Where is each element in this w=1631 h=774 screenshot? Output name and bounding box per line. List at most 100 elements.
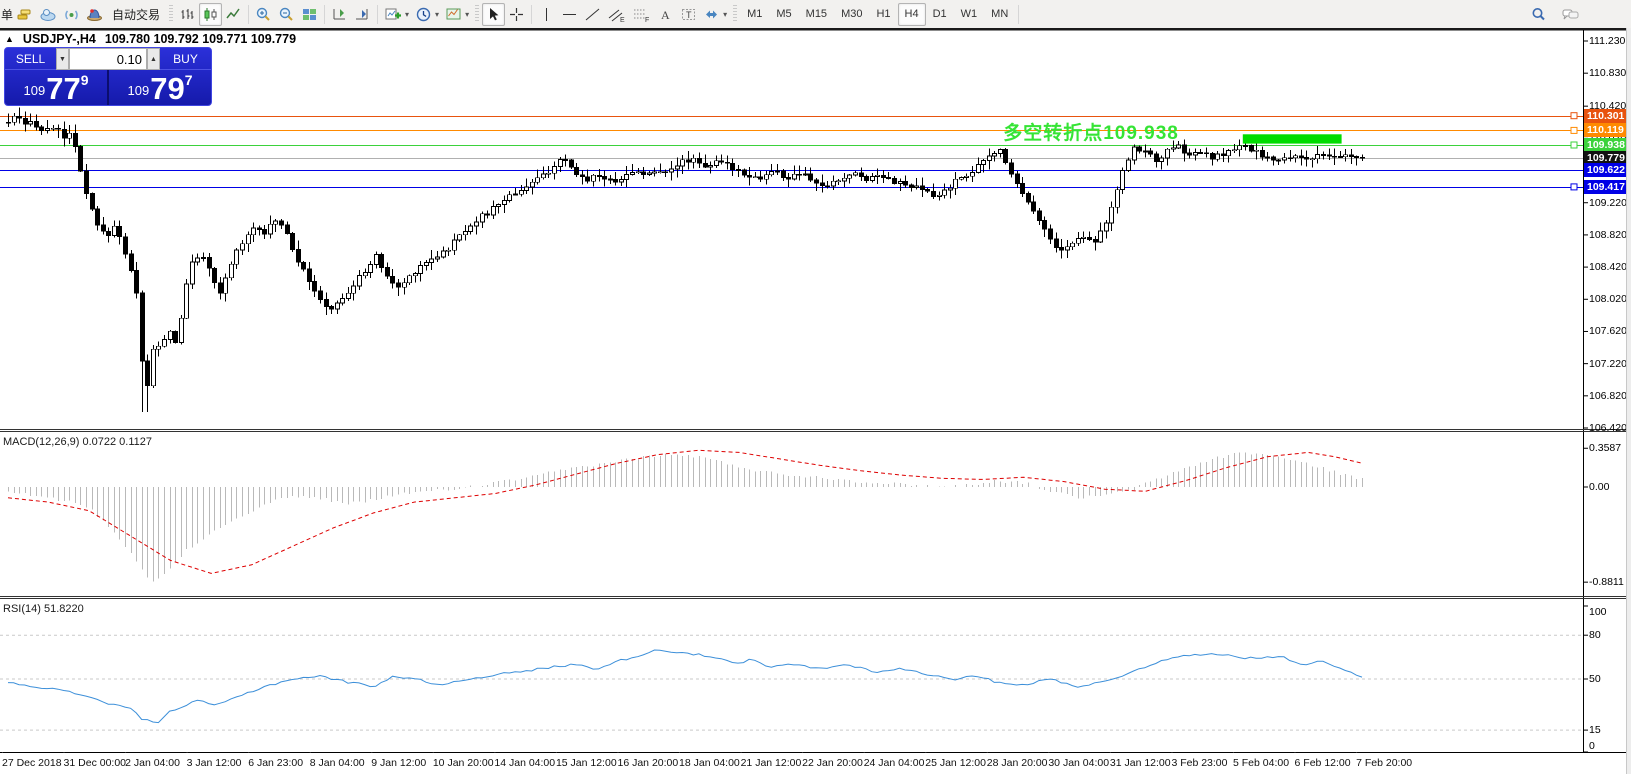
trendline-tool[interactable] [581,3,604,26]
rsi-axis-tick: 15 [1589,724,1601,737]
line-handle[interactable] [1570,112,1578,120]
zoom-in-button[interactable] [252,3,275,26]
templates-dropdown-button[interactable]: ▾ [442,3,472,26]
timeframe-m1[interactable]: M1 [740,3,769,26]
volume-increase-button[interactable]: ▲ [147,48,160,70]
new-order-button[interactable]: 单 [1,7,14,22]
price-tag-109.938: 109.938 [1584,137,1628,152]
price-level-tags: 110.301 110.119 109.938 109.779 109.622 109.4… [1584,0,1628,774]
time-axis-label: 3 Jan 12:00 [186,757,242,769]
quote-header: ▲ USDJPY-,H4 109.780 109.792 109.771 109… [5,32,296,46]
tile-windows-icon[interactable] [298,3,321,26]
highlight-rectangle[interactable] [1242,134,1342,144]
chevron-down-icon: ▾ [465,9,470,19]
toolbar-separator [377,4,379,24]
price-axis-tick: 110.830 [1589,67,1627,80]
toolbar-handle [475,5,480,23]
toolbar-separator [1018,4,1020,24]
line-handle[interactable] [1570,183,1578,191]
timeframe-d1[interactable]: D1 [926,3,954,26]
time-axis-label: 22 Jan 20:00 [802,757,863,769]
time-axis[interactable]: 27 Dec 2018 31 Dec 00:00 2 Jan 04:00 3 Jan … [0,753,1631,774]
rsi-axis-tick: 100 [1589,606,1607,618]
buy-button[interactable]: 109 79 7 [109,70,211,105]
fibonacci-tool[interactable]: F [629,3,654,26]
pivot-annotation-text[interactable]: 多空转折点109.938 [1003,123,1179,145]
equidistant-channel-tool[interactable]: E [604,3,629,26]
time-axis-label: 15 Jan 12:00 [555,757,617,769]
timeframe-m30[interactable]: M30 [834,3,869,26]
sell-button[interactable]: 109 77 9 [5,70,109,105]
price-axis-tick: 106.420 [1589,422,1627,434]
rsi-axis-tick: 50 [1589,673,1601,685]
auto-scroll-button[interactable] [351,3,374,26]
chart-top-border [0,28,1631,31]
timeframe-h1[interactable]: H1 [869,3,897,26]
collapse-panel-arrow-icon[interactable]: ▲ [5,34,14,44]
new-chart-button[interactable]: ▾ [381,3,412,26]
vertical-line-tool[interactable] [535,3,558,26]
time-axis-label: 2 Jan 04:00 [125,757,180,769]
timeframe-mn[interactable]: MN [984,3,1015,26]
macd-signal-line [7,449,1363,574]
market-hat-icon[interactable] [83,3,106,26]
macd-axis-tick: 0.3587 [1589,442,1622,455]
time-axis-label: 30 Jan 04:00 [1048,757,1110,769]
svg-text:E: E [620,17,625,23]
rsi-axis-tick: 0 [1589,740,1595,752]
time-axis-label: 3 Feb 23:00 [1171,757,1228,769]
time-axis-label: 5 Feb 04:00 [1233,757,1290,769]
time-axis-label: 14 Jan 04:00 [494,757,556,769]
line-handle[interactable] [1570,141,1578,149]
time-axis-label: 10 Jan 20:00 [432,757,494,769]
price-tag-109.779: 109.779 [1584,150,1628,165]
one-click-trading-panel: SELL ▼ ▲ BUY 109 77 9 109 79 7 [4,47,212,106]
timeframe-m5[interactable]: M5 [769,3,798,26]
main-toolbar: 单 自动交易 ▾ ▾ ▾ E F A T ▾ M1 M5 M15 M30 H1 H4 D1 W [0,0,1631,28]
buy-label: BUY [160,48,211,70]
horizontal-line-tool[interactable] [558,3,581,26]
buy-price-prefix: 109 [127,83,150,98]
toolbar-handle [733,5,738,23]
time-axis-label: 16 Jan 20:00 [617,757,679,769]
chevron-down-icon: ▾ [435,9,440,19]
text-label-tool[interactable]: T [677,3,700,26]
periods-dropdown-button[interactable]: ▾ [412,3,442,26]
time-axis-label: 28 Jan 20:00 [986,757,1048,769]
text-tool[interactable]: A [654,3,677,26]
search-icon[interactable] [1527,3,1550,26]
volume-decrease-button[interactable]: ▼ [56,48,69,70]
time-axis-label: 6 Jan 23:00 [248,757,304,769]
time-axis-label: 6 Feb 12:00 [1294,757,1351,769]
cursor-tool-button[interactable] [482,2,506,26]
volume-input[interactable] [69,48,147,70]
time-axis-label: 8 Jan 04:00 [309,757,365,769]
zoom-out-button[interactable] [275,3,298,26]
price-axis-tick: 107.220 [1589,357,1627,370]
sell-price-sup: 9 [80,72,89,88]
price-axis-tick: 108.820 [1589,228,1627,241]
toolbar-handle [169,5,174,23]
price-tag-110.119: 110.119 [1584,123,1628,138]
chat-icon[interactable] [1558,3,1583,26]
candlestick-mode-button[interactable] [199,2,223,26]
line-chart-mode-button[interactable] [222,3,245,26]
new-order-icon[interactable] [13,3,36,26]
arrows-tool[interactable]: ▾ [700,3,730,26]
timeframe-m15[interactable]: M15 [799,3,834,26]
autotrading-button[interactable]: 自动交易 [106,3,166,26]
time-axis-label: 7 Feb 20:00 [1356,757,1413,769]
line-handle[interactable] [1570,126,1578,134]
mql5-community-icon[interactable] [36,3,60,26]
price-axis-tick: 111.230 [1589,35,1626,47]
price-axis-tick: 108.020 [1589,293,1627,306]
signals-icon[interactable] [60,3,83,26]
timeframe-w1[interactable]: W1 [954,3,985,26]
chart-shift-button[interactable] [328,3,351,26]
crosshair-tool-button[interactable] [505,3,528,26]
bar-chart-mode-button[interactable] [176,3,199,26]
timeframe-h4[interactable]: H4 [897,2,926,26]
chevron-down-icon: ▾ [723,9,728,19]
rsi-axis-tick: 80 [1589,629,1601,642]
